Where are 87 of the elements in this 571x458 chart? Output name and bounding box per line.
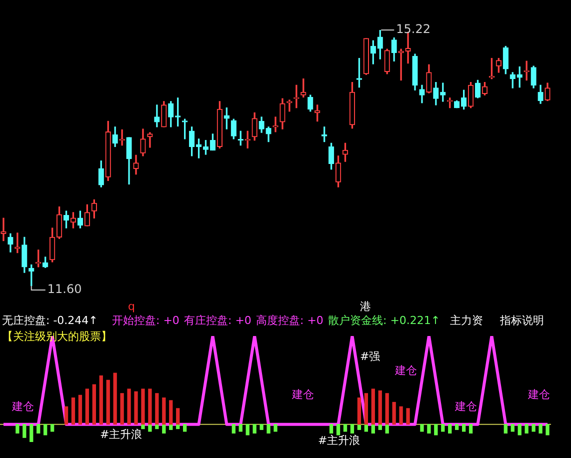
bar xyxy=(246,424,250,436)
bar xyxy=(468,424,473,434)
annotation: #主升浪 xyxy=(318,434,360,448)
annotation: #强 xyxy=(360,350,380,364)
bar xyxy=(406,408,410,425)
text: 港 xyxy=(360,300,371,314)
bar xyxy=(120,393,124,425)
bar xyxy=(518,424,522,436)
bar xyxy=(343,424,348,432)
candlestick xyxy=(405,32,411,64)
bar xyxy=(392,402,396,425)
bar xyxy=(148,424,152,432)
bar xyxy=(510,424,514,432)
annotation: 建仓 xyxy=(12,400,34,414)
bar xyxy=(162,424,166,434)
text: q xyxy=(128,300,135,314)
bar xyxy=(441,424,445,432)
bar xyxy=(50,424,54,432)
bar xyxy=(141,388,145,425)
annotation: #主升浪 xyxy=(100,428,142,442)
bar xyxy=(260,424,264,430)
bar xyxy=(78,394,82,425)
bar xyxy=(266,424,270,434)
annotation: 【关注级别大的股票】 xyxy=(2,330,112,344)
candlestick xyxy=(147,132,153,148)
bar xyxy=(532,424,536,432)
bar xyxy=(252,424,256,434)
text: 开始控盘: +0 xyxy=(112,314,180,328)
bar xyxy=(99,375,103,425)
bar xyxy=(371,388,375,425)
bar xyxy=(455,424,459,430)
annotation: 建仓 xyxy=(455,400,477,414)
bar xyxy=(30,424,34,442)
bar xyxy=(141,424,145,430)
bar xyxy=(364,393,368,425)
candlestick xyxy=(398,48,404,81)
text: 高度控盘: +0 xyxy=(256,314,324,328)
bar xyxy=(524,424,528,434)
bar xyxy=(329,424,334,434)
bar xyxy=(232,424,236,434)
bar xyxy=(336,424,340,436)
bar xyxy=(16,424,20,434)
bar xyxy=(385,424,389,434)
annotation: 11.60 xyxy=(47,282,82,296)
bar xyxy=(64,406,68,425)
bar xyxy=(274,424,278,432)
bar xyxy=(155,393,159,425)
annotation: 建仓 xyxy=(395,364,417,378)
bar xyxy=(44,424,48,436)
text: 指标说明 xyxy=(500,314,544,328)
bar xyxy=(106,380,110,425)
bar xyxy=(71,398,76,425)
bar xyxy=(85,388,90,425)
bar xyxy=(155,424,159,430)
bar xyxy=(420,424,424,432)
bar xyxy=(134,391,138,425)
bar xyxy=(127,388,131,425)
bar xyxy=(462,424,466,432)
bar xyxy=(92,384,96,425)
annotation: 15.22 xyxy=(396,22,430,36)
bar xyxy=(148,388,152,425)
bar xyxy=(36,424,40,434)
text: 散户资金线: +0.221↑ xyxy=(328,314,440,328)
bar xyxy=(504,424,508,434)
annotation: 建仓 xyxy=(528,388,550,402)
bar xyxy=(538,424,542,434)
text: 有庄控盘: +0 xyxy=(184,314,252,328)
bar xyxy=(238,424,242,432)
bar xyxy=(350,424,354,434)
bar xyxy=(176,408,180,425)
bar xyxy=(385,393,389,425)
bar xyxy=(183,424,187,432)
bar xyxy=(427,424,431,434)
bar xyxy=(22,424,26,438)
bar xyxy=(113,372,117,425)
bar xyxy=(399,406,403,425)
bar xyxy=(357,398,362,425)
annotation: 建仓 xyxy=(292,388,314,402)
bar xyxy=(378,390,382,425)
bar xyxy=(169,400,173,425)
bar xyxy=(434,424,438,436)
bar xyxy=(448,424,452,434)
bar xyxy=(546,424,550,436)
bar xyxy=(371,424,375,434)
text: 主力资 xyxy=(450,314,483,328)
bar xyxy=(162,398,166,425)
text: 无庄控盘: -0.244↑ xyxy=(2,314,98,328)
